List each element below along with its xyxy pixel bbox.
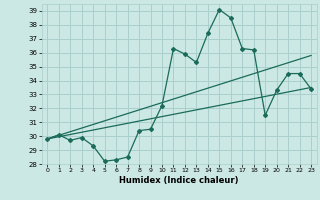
X-axis label: Humidex (Indice chaleur): Humidex (Indice chaleur) bbox=[119, 176, 239, 185]
